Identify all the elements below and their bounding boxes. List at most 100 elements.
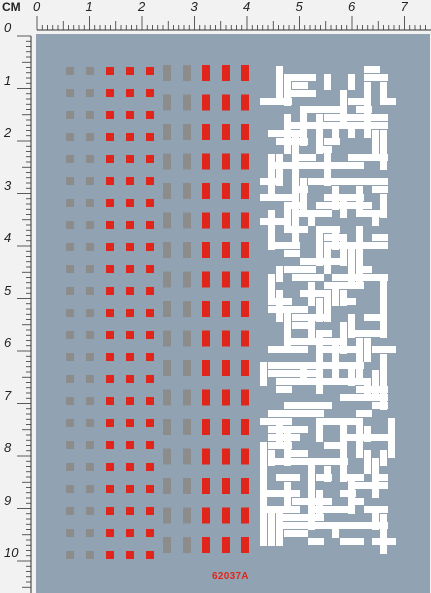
gray-square-decal [86, 419, 94, 427]
red-square-decal [126, 309, 134, 317]
maze-segment-decal [276, 378, 316, 385]
maze-segment-decal [324, 442, 340, 449]
maze-segment-decal [324, 458, 348, 465]
gray-rectangle-decal [183, 183, 191, 199]
gray-square-decal [66, 375, 74, 383]
gray-square-decal [66, 133, 74, 141]
gray-square-decal [86, 287, 94, 295]
red-rectangle-decal [222, 271, 230, 288]
gray-square-decal [86, 375, 94, 383]
gray-square-decal [86, 551, 94, 559]
gray-square-decal [66, 221, 74, 229]
maze-segment-decal [356, 410, 372, 417]
maze-segment-decal [308, 458, 315, 498]
maze-segment-decal [348, 154, 372, 161]
maze-segment-decal [268, 506, 275, 546]
gray-square-decal [86, 485, 94, 493]
maze-segment-decal [284, 74, 316, 81]
gray-square-decal [86, 331, 94, 339]
red-rectangle-decal [222, 389, 230, 406]
red-square-decal [106, 287, 114, 295]
maze-segment-decal [324, 522, 356, 529]
gray-square-decal [66, 353, 74, 361]
gray-rectangle-decal [183, 330, 191, 347]
red-square-decal [106, 507, 114, 515]
red-square-decal [126, 529, 134, 537]
maze-segment-decal [348, 482, 388, 489]
maze-segment-decal [324, 122, 364, 129]
red-rectangle-decal [222, 478, 230, 494]
gray-rectangle-decal [163, 448, 171, 465]
gray-rectangle-decal [183, 65, 191, 81]
gray-rectangle-decal [183, 448, 191, 465]
maze-segment-decal [356, 242, 380, 249]
red-rectangle-decal [222, 419, 230, 435]
red-rectangle-decal [202, 212, 210, 229]
red-rectangle-decal [222, 330, 230, 347]
gray-rectangle-decal [163, 65, 171, 81]
maze-segment-decal [316, 490, 323, 514]
red-square-decal [126, 243, 134, 251]
maze-segment-decal [268, 442, 292, 449]
maze-segment-decal [356, 266, 372, 273]
gray-square-decal [86, 397, 94, 405]
maze-segment-decal [372, 538, 396, 545]
maze-segment-decal [340, 90, 347, 122]
red-square-decal [106, 551, 114, 559]
red-rectangle-decal [241, 65, 249, 81]
maze-segment-decal [260, 498, 267, 538]
maze-segment-decal [340, 490, 356, 497]
red-square-decal [146, 331, 154, 339]
red-rectangle-decal [241, 330, 249, 347]
red-square-decal [146, 441, 154, 449]
maze-segment-decal [372, 458, 379, 498]
maze-segment-decal [340, 442, 347, 482]
maze-segment-decal [364, 450, 371, 474]
maze-segment-decal [380, 378, 387, 410]
gray-square-decal [66, 199, 74, 207]
red-square-decal [126, 441, 134, 449]
maze-segment-decal [300, 258, 340, 265]
maze-segment-decal [332, 122, 339, 138]
red-square-decal [146, 133, 154, 141]
red-square-decal [126, 265, 134, 273]
red-square-decal [106, 89, 114, 97]
red-rectangle-decal [222, 507, 230, 524]
red-rectangle-decal [202, 301, 210, 317]
red-square-decal [126, 419, 134, 427]
maze-segment-decal [332, 274, 364, 281]
maze-segment-decal [292, 138, 308, 145]
gray-rectangle-decal [163, 94, 171, 111]
red-square-decal [146, 221, 154, 229]
gray-rectangle-decal [183, 153, 191, 170]
gray-rectangle-decal [183, 271, 191, 288]
red-square-decal [106, 155, 114, 163]
maze-segment-decal [308, 538, 324, 545]
gray-rectangle-decal [163, 507, 171, 524]
top-ruler-number: 3 [190, 0, 198, 14]
maze-segment-decal [308, 178, 340, 185]
red-rectangle-decal [241, 124, 249, 140]
gray-rectangle-decal [163, 360, 171, 376]
maze-segment-decal [292, 130, 299, 162]
gray-square-decal [66, 397, 74, 405]
red-square-decal [146, 419, 154, 427]
red-rectangle-decal [241, 389, 249, 406]
maze-segment-decal [268, 346, 308, 353]
red-rectangle-decal [222, 360, 230, 376]
maze-segment-decal [284, 530, 308, 537]
gray-rectangle-decal [183, 360, 191, 376]
red-square-decal [146, 375, 154, 383]
maze-segment-decal [308, 210, 315, 226]
left-ruler-number: 0 [4, 20, 12, 35]
top-ruler-number: 6 [348, 0, 356, 14]
red-rectangle-decal [241, 94, 249, 111]
red-rectangle-decal [202, 183, 210, 199]
gray-rectangle-decal [183, 301, 191, 317]
red-rectangle-decal [222, 242, 230, 258]
maze-segment-decal [348, 362, 355, 386]
red-square-decal [146, 265, 154, 273]
maze-segment-decal [260, 218, 284, 225]
red-square-decal [106, 309, 114, 317]
